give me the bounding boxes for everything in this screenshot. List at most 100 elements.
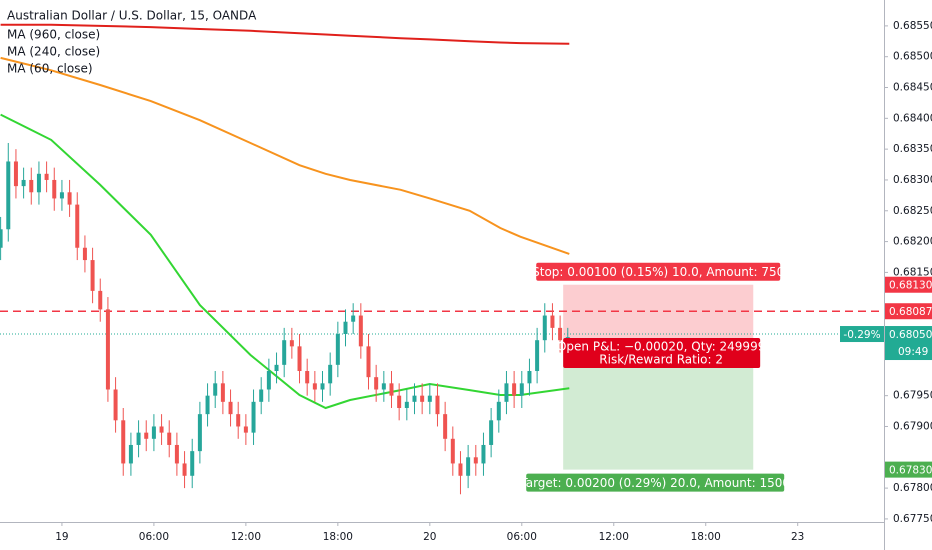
candle-body	[397, 395, 402, 408]
candle-body	[389, 383, 394, 396]
candle-body	[75, 204, 80, 248]
candle-body	[213, 383, 218, 396]
candle-body	[21, 179, 26, 187]
pnl-box	[563, 338, 761, 369]
ma-line	[0, 113, 570, 410]
candle-body	[29, 179, 34, 193]
candle-body	[167, 432, 172, 445]
y-tick-label: 0.67750	[893, 513, 932, 525]
candle-body	[151, 426, 156, 439]
candle-body	[458, 463, 463, 476]
candle-body	[136, 432, 141, 445]
x-tick-label: 12:00	[599, 531, 629, 543]
current-price-box	[885, 326, 932, 361]
candle-body	[404, 401, 409, 408]
candle-body	[496, 401, 501, 421]
stop-label: Stop: 0.00100 (0.15%) 10.0, Amount: 750	[532, 265, 784, 279]
candle-body	[412, 395, 417, 402]
stop-zone	[563, 284, 754, 347]
candle-body	[282, 340, 287, 365]
candle-body	[305, 371, 310, 384]
price-label: 0.67830	[889, 465, 932, 477]
candle-body	[59, 192, 64, 199]
price-label: 0.68130	[889, 280, 932, 292]
x-tick-label: 20	[423, 531, 436, 543]
candle-body	[182, 463, 187, 476]
candle-body	[190, 451, 195, 476]
candle-body	[121, 420, 126, 464]
candle-body	[220, 383, 225, 402]
candle-body	[36, 173, 41, 193]
candle-body	[420, 395, 425, 402]
x-tick-label: 06:00	[507, 531, 537, 543]
candle-body	[535, 340, 540, 372]
candle-body	[328, 364, 333, 384]
countdown-label: 09:49	[898, 346, 928, 358]
order-price-label-box	[885, 303, 932, 320]
target-label: Target: 0.00200 (0.29%) 20.0, Amount: 15…	[519, 476, 790, 490]
candle-body	[297, 346, 302, 372]
candle-body	[320, 383, 325, 390]
candle-body	[105, 309, 110, 390]
x-tick-label: 19	[55, 531, 68, 543]
candle-body	[358, 315, 363, 347]
candle-body	[450, 438, 455, 464]
candle-body	[174, 444, 179, 464]
legend-entry: MA (960, close)	[7, 28, 100, 42]
x-tick-label: 18:00	[691, 531, 721, 543]
x-tick-label: 06:00	[139, 531, 169, 543]
candle-body	[259, 389, 264, 402]
candle-body	[236, 414, 241, 427]
candle-body	[343, 321, 348, 335]
candle-body	[542, 315, 547, 341]
candle-body	[113, 389, 118, 421]
candle-body	[243, 426, 248, 433]
ratio-label: Risk/Reward Ratio: 2	[599, 353, 723, 367]
ma-line	[0, 56, 570, 255]
current-price-label: 0.68050	[889, 329, 932, 341]
ma-line	[0, 23, 570, 45]
candle-body	[366, 346, 371, 378]
candle-body	[90, 260, 95, 291]
candle-body	[52, 179, 57, 199]
change-box	[840, 326, 884, 343]
candle-body	[489, 420, 494, 445]
price-label-box	[885, 276, 932, 293]
candle-body	[159, 426, 164, 433]
candle-body	[67, 192, 72, 205]
candle-body	[44, 173, 49, 180]
legend-entry: MA (60, close)	[7, 62, 93, 76]
x-tick-label: 23	[791, 531, 804, 543]
candle-body	[473, 457, 478, 464]
candle-body	[0, 229, 3, 248]
candle-body	[374, 377, 379, 390]
order-price-label: 0.68087	[889, 306, 932, 318]
candle-body	[504, 383, 509, 402]
x-tick-label: 18:00	[323, 531, 353, 543]
candle-body	[82, 247, 87, 261]
candle-body	[289, 340, 294, 347]
candle-body	[558, 327, 563, 341]
price-label-box	[885, 461, 932, 478]
candle-body	[481, 444, 486, 464]
candle-body	[266, 371, 271, 390]
candle-body	[251, 401, 256, 433]
candle-body	[435, 395, 440, 415]
pnl-label: Open P&L: −0.00020, Qty: 249999	[557, 340, 765, 354]
candle-body	[427, 395, 432, 402]
candle-body	[98, 290, 103, 310]
candle-body	[274, 364, 279, 372]
